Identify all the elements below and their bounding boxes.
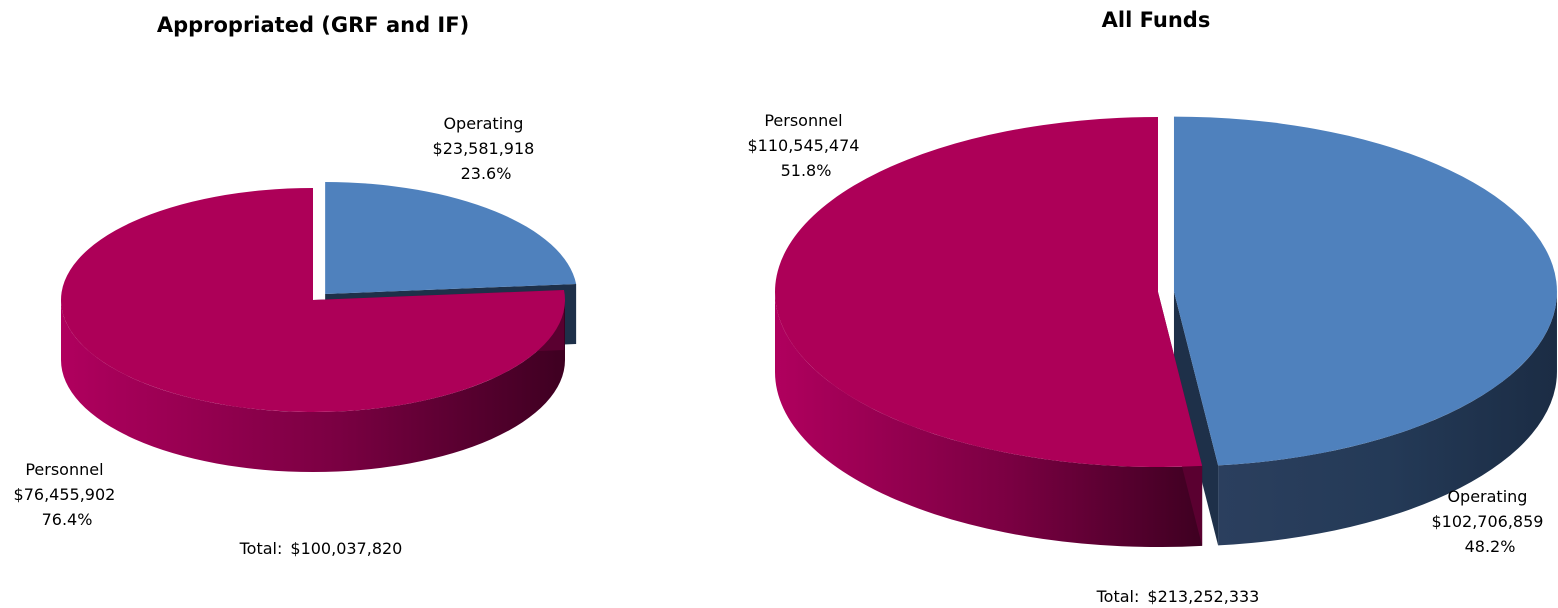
slice-percent-personnel-appropriated: 76.4% (42, 510, 93, 529)
pie-slices-appropriated (61, 182, 577, 472)
total-label-appropriated: Total: $100,037,820 (239, 539, 403, 558)
slice-percent-operating-all-funds: 48.2% (1465, 537, 1516, 556)
slice-top-personnel (775, 117, 1203, 467)
slice-operating-all-funds (1173, 116, 1557, 546)
slice-label-personnel-appropriated: Personnel $76,455,902 76.4% (14, 460, 121, 529)
slice-name-operating-all-funds: Operating (1447, 487, 1527, 506)
slice-side-personnel (61, 300, 565, 472)
slice-top-operating (1173, 116, 1557, 466)
chart-title-all-funds: All Funds (1102, 8, 1211, 32)
pie-slices-all-funds (775, 116, 1557, 547)
slice-label-personnel-all-funds: Personnel $110,545,474 51.8% (747, 111, 864, 180)
total-label-all-funds: Total: $213,252,333 (1096, 587, 1260, 606)
slice-personnel-appropriated (61, 187, 565, 472)
slice-name-operating-appropriated: Operating (443, 114, 523, 133)
total-value-appropriated: $100,037,820 (290, 539, 402, 558)
slice-label-operating-appropriated: Operating $23,581,918 23.6% (433, 114, 540, 183)
slice-name-personnel-appropriated: Personnel (25, 460, 103, 479)
slice-top-personnel (61, 187, 565, 412)
slice-label-operating-all-funds: Operating $102,706,859 48.2% (1431, 487, 1548, 556)
slice-personnel-all-funds (775, 117, 1203, 547)
chart-title-appropriated: Appropriated (GRF and IF) (157, 13, 469, 37)
slice-percent-personnel-all-funds: 51.8% (781, 161, 832, 180)
slice-name-personnel-all-funds: Personnel (764, 111, 842, 130)
slice-top-operating (325, 182, 577, 295)
slice-side-personnel (775, 292, 1203, 547)
total-value-all-funds: $213,252,333 (1147, 587, 1259, 606)
pie-chart-appropriated: Appropriated (GRF and IF) Operating $23,… (14, 13, 577, 558)
slice-percent-operating-appropriated: 23.6% (461, 164, 512, 183)
pie-chart-all-funds: All Funds Personnel $110,545,474 51.8% O… (747, 8, 1557, 606)
slice-value-personnel-appropriated: $76,455,902 (14, 485, 116, 504)
slice-value-operating-all-funds: $102,706,859 (1431, 512, 1543, 531)
slice-face-operating (1173, 291, 1219, 546)
slice-value-personnel-all-funds: $110,545,474 (747, 136, 859, 155)
total-prefix-all-funds: Total: (1096, 587, 1140, 606)
slice-value-operating-appropriated: $23,581,918 (433, 139, 535, 158)
total-prefix-appropriated: Total: (239, 539, 283, 558)
slice-side-operating (1218, 291, 1557, 546)
